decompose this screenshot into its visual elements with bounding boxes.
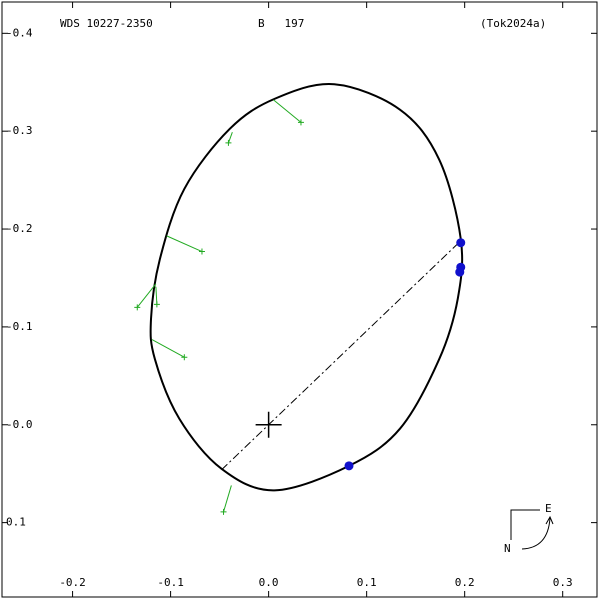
compass-axes xyxy=(510,509,540,540)
compass-east: E xyxy=(545,502,552,515)
y-tick-label: -0.0 xyxy=(6,418,33,431)
y-tick-label: 0.1 xyxy=(6,516,26,529)
x-tick-label: -0.1 xyxy=(157,576,184,589)
orbit xyxy=(149,83,464,492)
line-of-nodes xyxy=(221,242,460,471)
primary-star xyxy=(255,411,282,438)
residual-line xyxy=(227,131,233,144)
reference: (Tok2024a) xyxy=(480,17,546,30)
compass-arrowhead xyxy=(545,515,554,525)
x-tick-label: 0.1 xyxy=(357,576,377,589)
observation xyxy=(297,119,304,126)
compass: E N xyxy=(504,502,554,555)
y-tick-label: -0.1 xyxy=(6,320,33,333)
residual-line xyxy=(273,99,302,123)
residual-line xyxy=(151,339,185,358)
observation xyxy=(456,238,466,248)
residual-line xyxy=(223,485,232,513)
chart-title: WDS 10227-2350 xyxy=(60,17,153,30)
observation xyxy=(220,508,227,515)
residual-line xyxy=(136,283,157,308)
observation xyxy=(181,354,188,361)
observation xyxy=(225,139,232,146)
observation xyxy=(198,248,205,255)
x-tick-label: -0.2 xyxy=(59,576,86,589)
y-tick-label: -0.3 xyxy=(6,124,33,137)
x-tick-label: 0.0 xyxy=(259,576,279,589)
observation xyxy=(455,267,465,277)
y-tick-label: -0.4 xyxy=(6,26,33,39)
observation xyxy=(134,304,141,311)
compass-arrow xyxy=(521,517,551,550)
observation xyxy=(153,301,160,308)
residual-line xyxy=(166,235,203,253)
x-tick-label: 0.2 xyxy=(455,576,475,589)
observation xyxy=(344,461,354,471)
x-tick-label: 0.3 xyxy=(553,576,573,589)
y-tick-label: -0.2 xyxy=(6,222,33,235)
chart-subtitle: B 197 xyxy=(258,17,304,30)
compass-north: N xyxy=(504,542,511,555)
